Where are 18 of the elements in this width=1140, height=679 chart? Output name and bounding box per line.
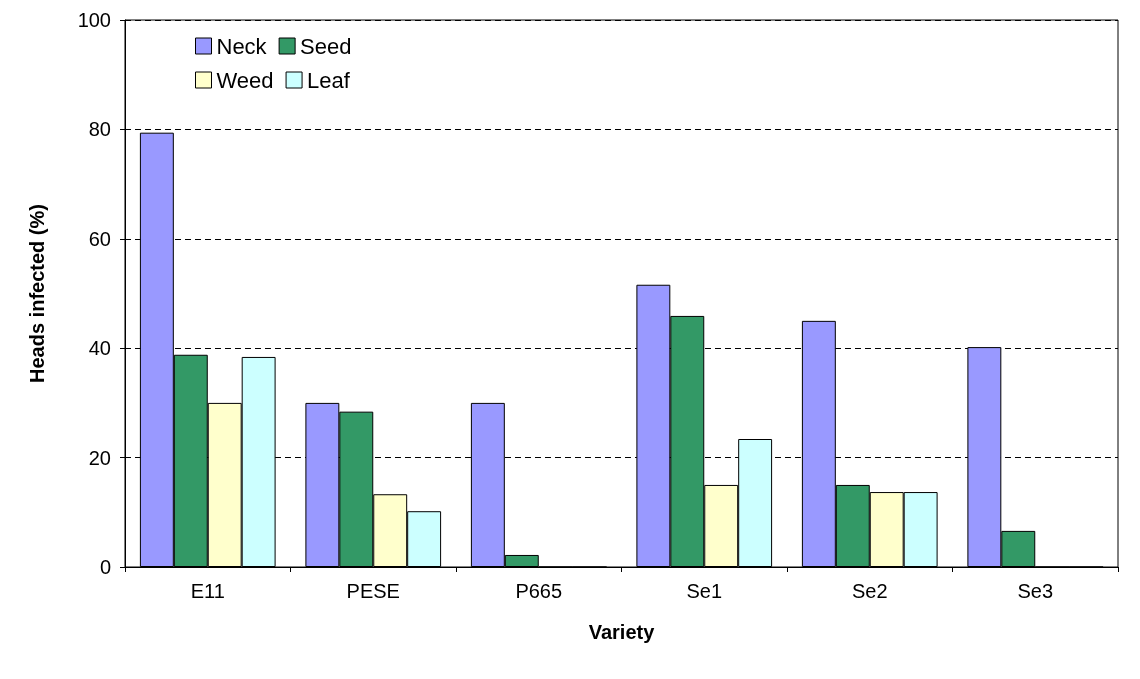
y-tick-label: 60 bbox=[88, 227, 111, 250]
y-tick-label: 80 bbox=[88, 118, 111, 141]
legend-label: Weed bbox=[216, 67, 274, 93]
y-tick-label: 100 bbox=[77, 9, 111, 31]
legend-label: Leaf bbox=[307, 67, 351, 93]
legend-label: Seed bbox=[300, 33, 352, 59]
y-tick-label: 20 bbox=[88, 446, 111, 469]
y-axis-title: Heads infected (%) bbox=[26, 204, 48, 383]
x-tick-label: Se3 bbox=[1017, 580, 1054, 602]
x-tick-label: PESE bbox=[346, 580, 400, 602]
y-tick-label: 0 bbox=[99, 556, 111, 578]
x-axis-title: Variety bbox=[588, 621, 656, 643]
x-tick-label: Se2 bbox=[851, 580, 888, 602]
x-tick-label: P665 bbox=[515, 580, 563, 602]
y-tick-label: 40 bbox=[88, 337, 111, 360]
legend-label: Neck bbox=[216, 33, 268, 59]
x-tick-label: E11 bbox=[190, 580, 225, 602]
x-tick-label: Se1 bbox=[686, 580, 723, 602]
